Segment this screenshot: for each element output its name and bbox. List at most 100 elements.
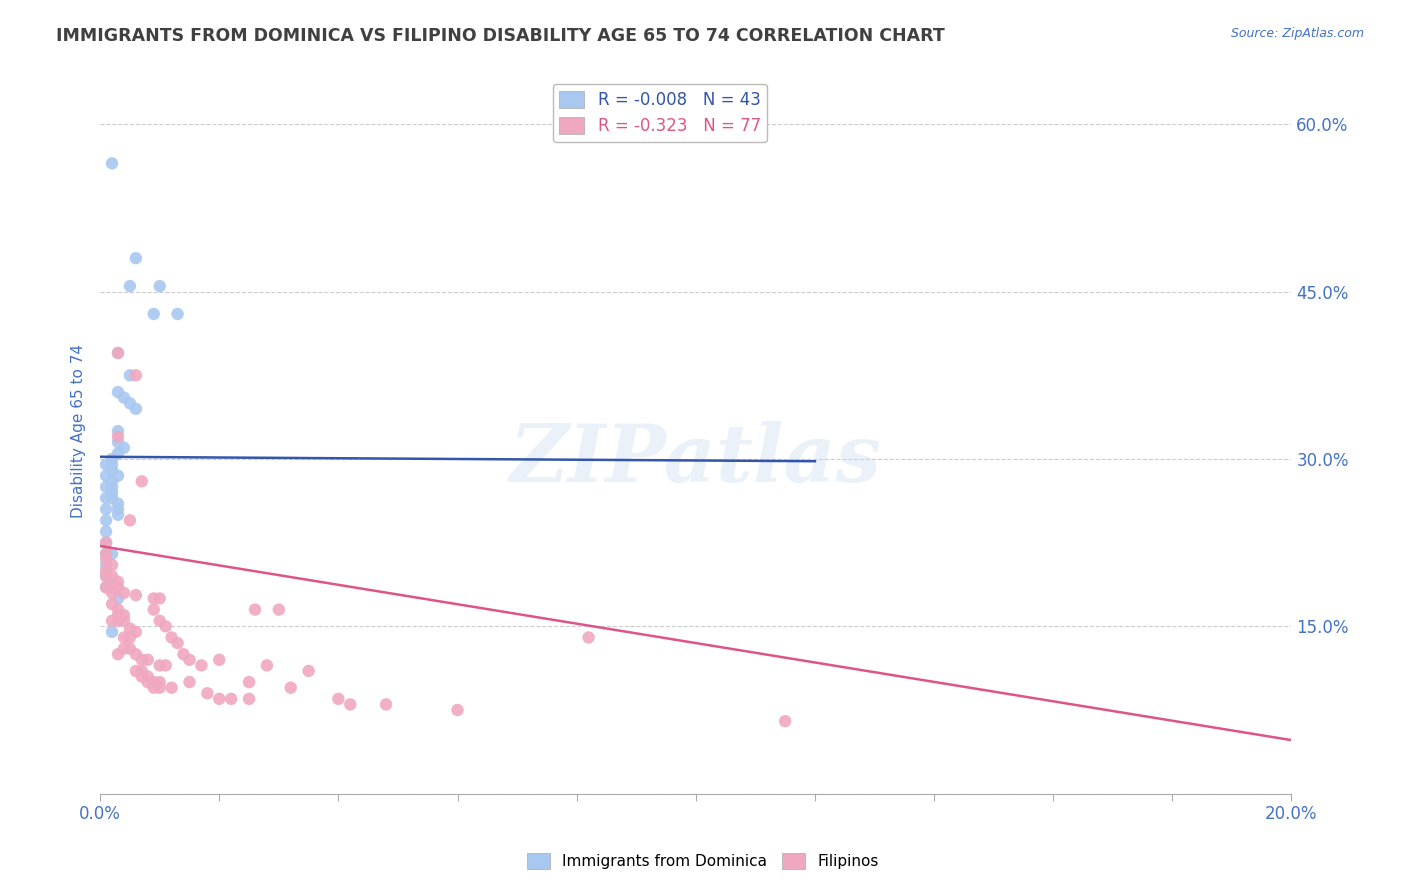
Point [219, 691, 242, 706]
Y-axis label: Disability Age 65 to 74: Disability Age 65 to 74 [72, 344, 86, 518]
Legend: Immigrants from Dominica, Filipinos: Immigrants from Dominica, Filipinos [522, 847, 884, 875]
Point [280, 681, 302, 695]
Point [195, 686, 218, 700]
Point [94, 569, 117, 583]
Point [107, 608, 129, 623]
Point [243, 602, 266, 616]
Point [101, 614, 124, 628]
Point [101, 452, 124, 467]
Point [125, 624, 148, 639]
Point [107, 424, 129, 438]
Point [125, 251, 148, 265]
Point [94, 524, 117, 539]
Point [136, 653, 159, 667]
Point [339, 698, 361, 712]
Point [94, 580, 117, 594]
Point [267, 602, 290, 616]
Point [142, 307, 165, 321]
Point [118, 631, 141, 645]
Point [149, 681, 172, 695]
Point [112, 641, 135, 656]
Point [101, 491, 124, 505]
Point [94, 535, 117, 549]
Point [94, 564, 117, 578]
Point [155, 658, 177, 673]
Point [208, 653, 231, 667]
Point [297, 664, 319, 678]
Text: ZIPatlas: ZIPatlas [510, 421, 882, 499]
Point [101, 547, 124, 561]
Point [125, 664, 148, 678]
Point [94, 491, 117, 505]
Point [118, 279, 141, 293]
Point [107, 346, 129, 360]
Point [578, 631, 600, 645]
Point [190, 658, 212, 673]
Point [112, 441, 135, 455]
Point [136, 675, 159, 690]
Point [155, 619, 177, 633]
Point [238, 691, 260, 706]
Point [166, 636, 188, 650]
Point [208, 691, 231, 706]
Point [773, 714, 796, 728]
Point [328, 691, 350, 706]
Point [94, 569, 117, 583]
Point [125, 647, 148, 661]
Point [107, 430, 129, 444]
Point [107, 346, 129, 360]
Point [107, 580, 129, 594]
Point [94, 552, 117, 566]
Point [142, 602, 165, 616]
Point [112, 608, 135, 623]
Point [149, 614, 172, 628]
Point [107, 502, 129, 516]
Point [136, 669, 159, 683]
Point [101, 586, 124, 600]
Point [107, 614, 129, 628]
Point [118, 622, 141, 636]
Text: Source: ZipAtlas.com: Source: ZipAtlas.com [1230, 27, 1364, 40]
Legend: R = -0.008   N = 43, R = -0.323   N = 77: R = -0.008 N = 43, R = -0.323 N = 77 [553, 84, 768, 142]
Point [118, 368, 141, 383]
Point [101, 485, 124, 500]
Point [125, 401, 148, 416]
Point [101, 480, 124, 494]
Point [112, 614, 135, 628]
Point [160, 631, 183, 645]
Point [112, 631, 135, 645]
Point [160, 681, 183, 695]
Point [94, 547, 117, 561]
Point [94, 547, 117, 561]
Point [101, 574, 124, 589]
Text: IMMIGRANTS FROM DOMINICA VS FILIPINO DISABILITY AGE 65 TO 74 CORRELATION CHART: IMMIGRANTS FROM DOMINICA VS FILIPINO DIS… [56, 27, 945, 45]
Point [101, 475, 124, 489]
Point [142, 681, 165, 695]
Point [94, 480, 117, 494]
Point [149, 675, 172, 690]
Point [94, 558, 117, 572]
Point [107, 591, 129, 606]
Point [94, 502, 117, 516]
Point [94, 513, 117, 527]
Point [101, 558, 124, 572]
Point [256, 658, 278, 673]
Point [179, 653, 201, 667]
Point [101, 458, 124, 472]
Point [112, 586, 135, 600]
Point [107, 602, 129, 616]
Point [149, 279, 172, 293]
Point [107, 647, 129, 661]
Point [131, 664, 153, 678]
Point [142, 591, 165, 606]
Point [107, 508, 129, 522]
Point [166, 307, 188, 321]
Point [107, 385, 129, 400]
Point [101, 580, 124, 594]
Point [142, 675, 165, 690]
Point [94, 458, 117, 472]
Point [173, 647, 195, 661]
Point [101, 156, 124, 170]
Point [375, 698, 398, 712]
Point [131, 653, 153, 667]
